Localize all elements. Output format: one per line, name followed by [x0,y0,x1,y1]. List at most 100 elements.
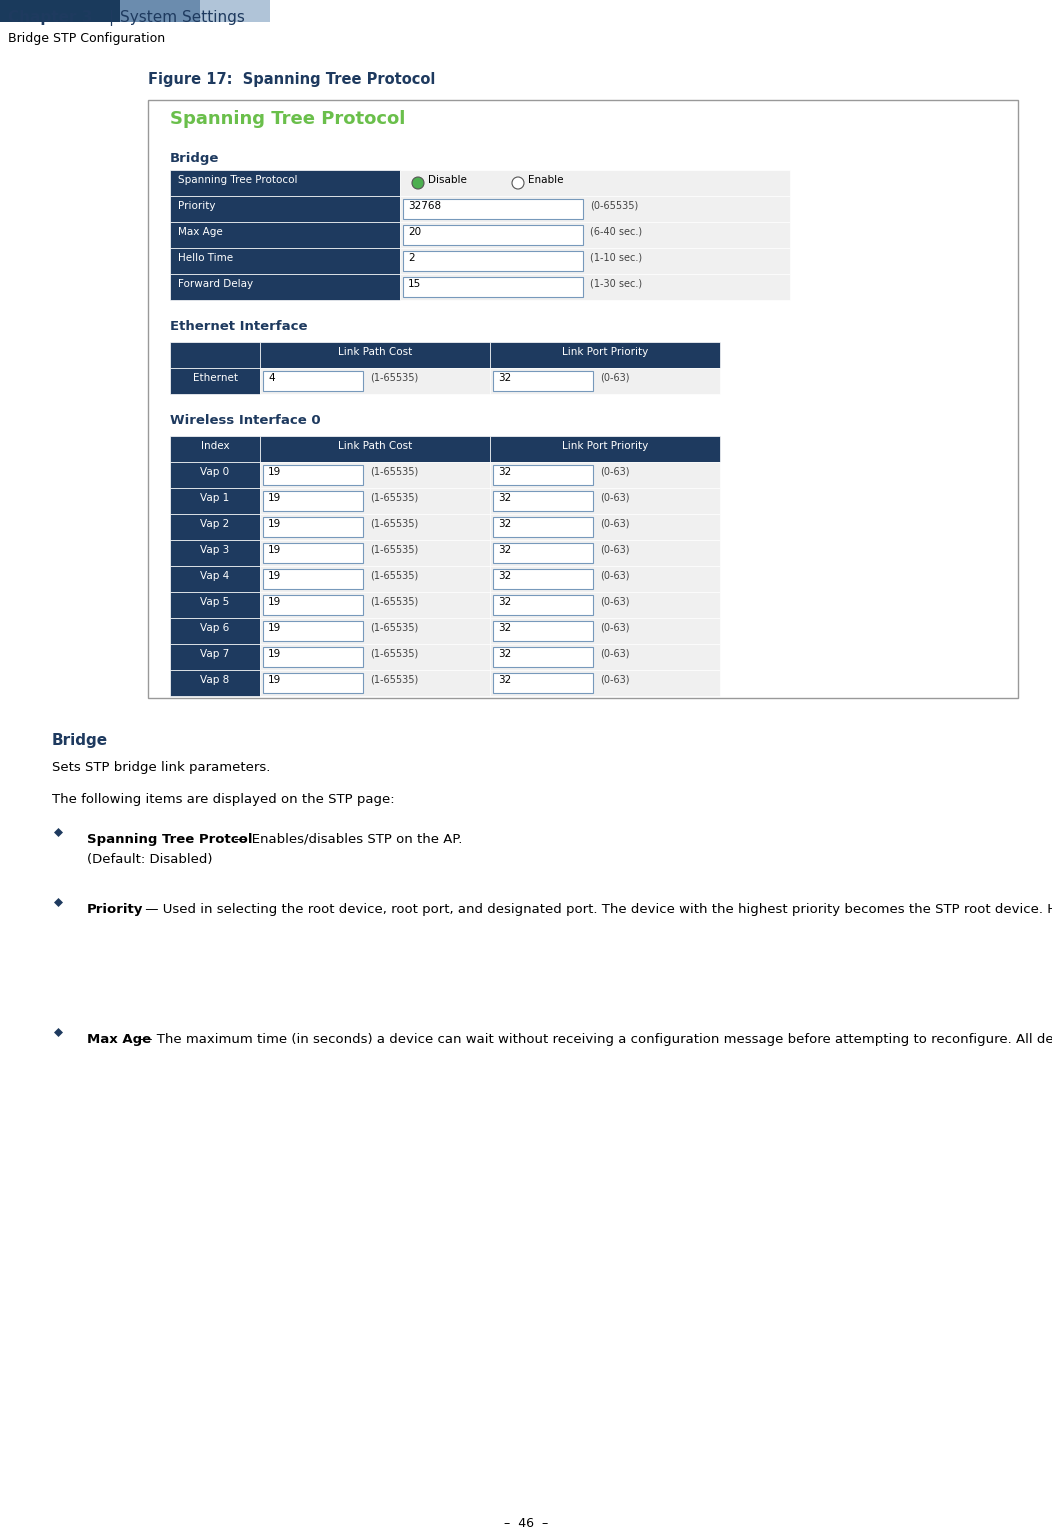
Text: Vap 3: Vap 3 [200,545,229,556]
Text: Spanning Tree Protocol: Spanning Tree Protocol [178,175,298,186]
Text: (1-10 sec.): (1-10 sec.) [590,253,642,262]
Text: (6-40 sec.): (6-40 sec.) [590,227,642,236]
Text: Link Port Priority: Link Port Priority [562,441,648,451]
Bar [260,436,490,462]
Bar [170,436,260,462]
Bar [493,596,593,616]
Text: 19: 19 [268,571,281,582]
Text: Priority: Priority [87,903,143,916]
Bar [490,619,720,645]
Bar [490,566,720,593]
Text: (1-65535): (1-65535) [370,467,419,477]
Bar [263,596,363,616]
Text: 20: 20 [408,227,421,236]
Bar [263,569,363,589]
Text: 32: 32 [498,675,511,685]
Bar [263,371,363,391]
Text: — The maximum time (in seconds) a device can wait without receiving a configurat: — The maximum time (in seconds) a device… [135,1033,1052,1045]
Text: Vap 1: Vap 1 [200,493,229,503]
Bar [493,517,593,537]
Bar [170,645,260,669]
Bar [403,226,583,246]
Text: 19: 19 [268,467,281,477]
Bar [263,622,363,642]
Bar [493,672,593,692]
Bar [490,436,720,462]
Bar [400,223,790,249]
Text: Ethernet Interface: Ethernet Interface [170,319,307,333]
Text: Bridge STP Configuration: Bridge STP Configuration [8,32,165,45]
Bar [170,540,260,566]
Text: Link Port Priority: Link Port Priority [562,347,648,358]
Text: 32: 32 [498,571,511,582]
Bar [170,462,260,488]
Text: 19: 19 [268,649,281,659]
Bar [400,170,790,196]
Polygon shape [54,898,63,907]
Text: Bridge: Bridge [52,734,108,748]
Bar [490,488,720,514]
Bar [170,593,260,619]
Text: (1-65535): (1-65535) [370,519,419,530]
Text: (1-65535): (1-65535) [370,597,419,606]
Text: Enable: Enable [528,175,564,186]
Text: 32: 32 [498,519,511,530]
Text: (0-65535): (0-65535) [590,201,639,210]
Bar [490,669,720,695]
Bar [490,514,720,540]
Text: The following items are displayed on the STP page:: The following items are displayed on the… [52,794,394,806]
Bar [493,371,593,391]
Text: 19: 19 [268,519,281,530]
Text: (0-63): (0-63) [600,623,629,632]
Text: — Enables/disables STP on the AP.: — Enables/disables STP on the AP. [229,834,462,846]
Bar [148,100,1018,698]
Bar [170,488,260,514]
Text: (0-63): (0-63) [600,467,629,477]
Bar [263,646,363,668]
Text: Vap 7: Vap 7 [200,649,229,659]
Text: 15: 15 [408,279,421,289]
Text: Vap 6: Vap 6 [200,623,229,632]
Text: (1-65535): (1-65535) [370,623,419,632]
Text: 32: 32 [498,373,511,384]
Text: Link Path Cost: Link Path Cost [338,441,412,451]
Text: 19: 19 [268,545,281,556]
Text: (0-63): (0-63) [600,519,629,530]
Bar [170,249,400,275]
Text: 32768: 32768 [408,201,441,210]
Bar [170,223,400,249]
Bar [493,543,593,563]
Text: Vap 2: Vap 2 [200,519,229,530]
Text: Priority: Priority [178,201,216,210]
Text: 32: 32 [498,545,511,556]
Bar [490,342,720,368]
Text: 32: 32 [498,467,511,477]
Text: Vap 0: Vap 0 [201,467,229,477]
Text: (0-63): (0-63) [600,493,629,503]
Bar [260,566,490,593]
Text: Disable: Disable [428,175,467,186]
Bar [260,619,490,645]
Bar [260,488,490,514]
Bar [490,462,720,488]
Text: |: | [108,11,114,26]
Text: 19: 19 [268,623,281,632]
Text: 32: 32 [498,649,511,659]
Text: (0-63): (0-63) [600,373,629,384]
Bar [260,368,490,394]
Bar [493,465,593,485]
Text: (0-63): (0-63) [600,675,629,685]
Bar [493,491,593,511]
Text: Ethernet: Ethernet [193,373,238,384]
Bar [260,593,490,619]
Bar [0,0,120,21]
Bar [263,491,363,511]
Polygon shape [54,1028,63,1038]
Bar [260,342,490,368]
Circle shape [412,177,424,189]
Text: 32: 32 [498,493,511,503]
Bar [170,368,260,394]
Bar [403,200,583,220]
Text: (1-65535): (1-65535) [370,571,419,582]
Text: 32: 32 [498,623,511,632]
